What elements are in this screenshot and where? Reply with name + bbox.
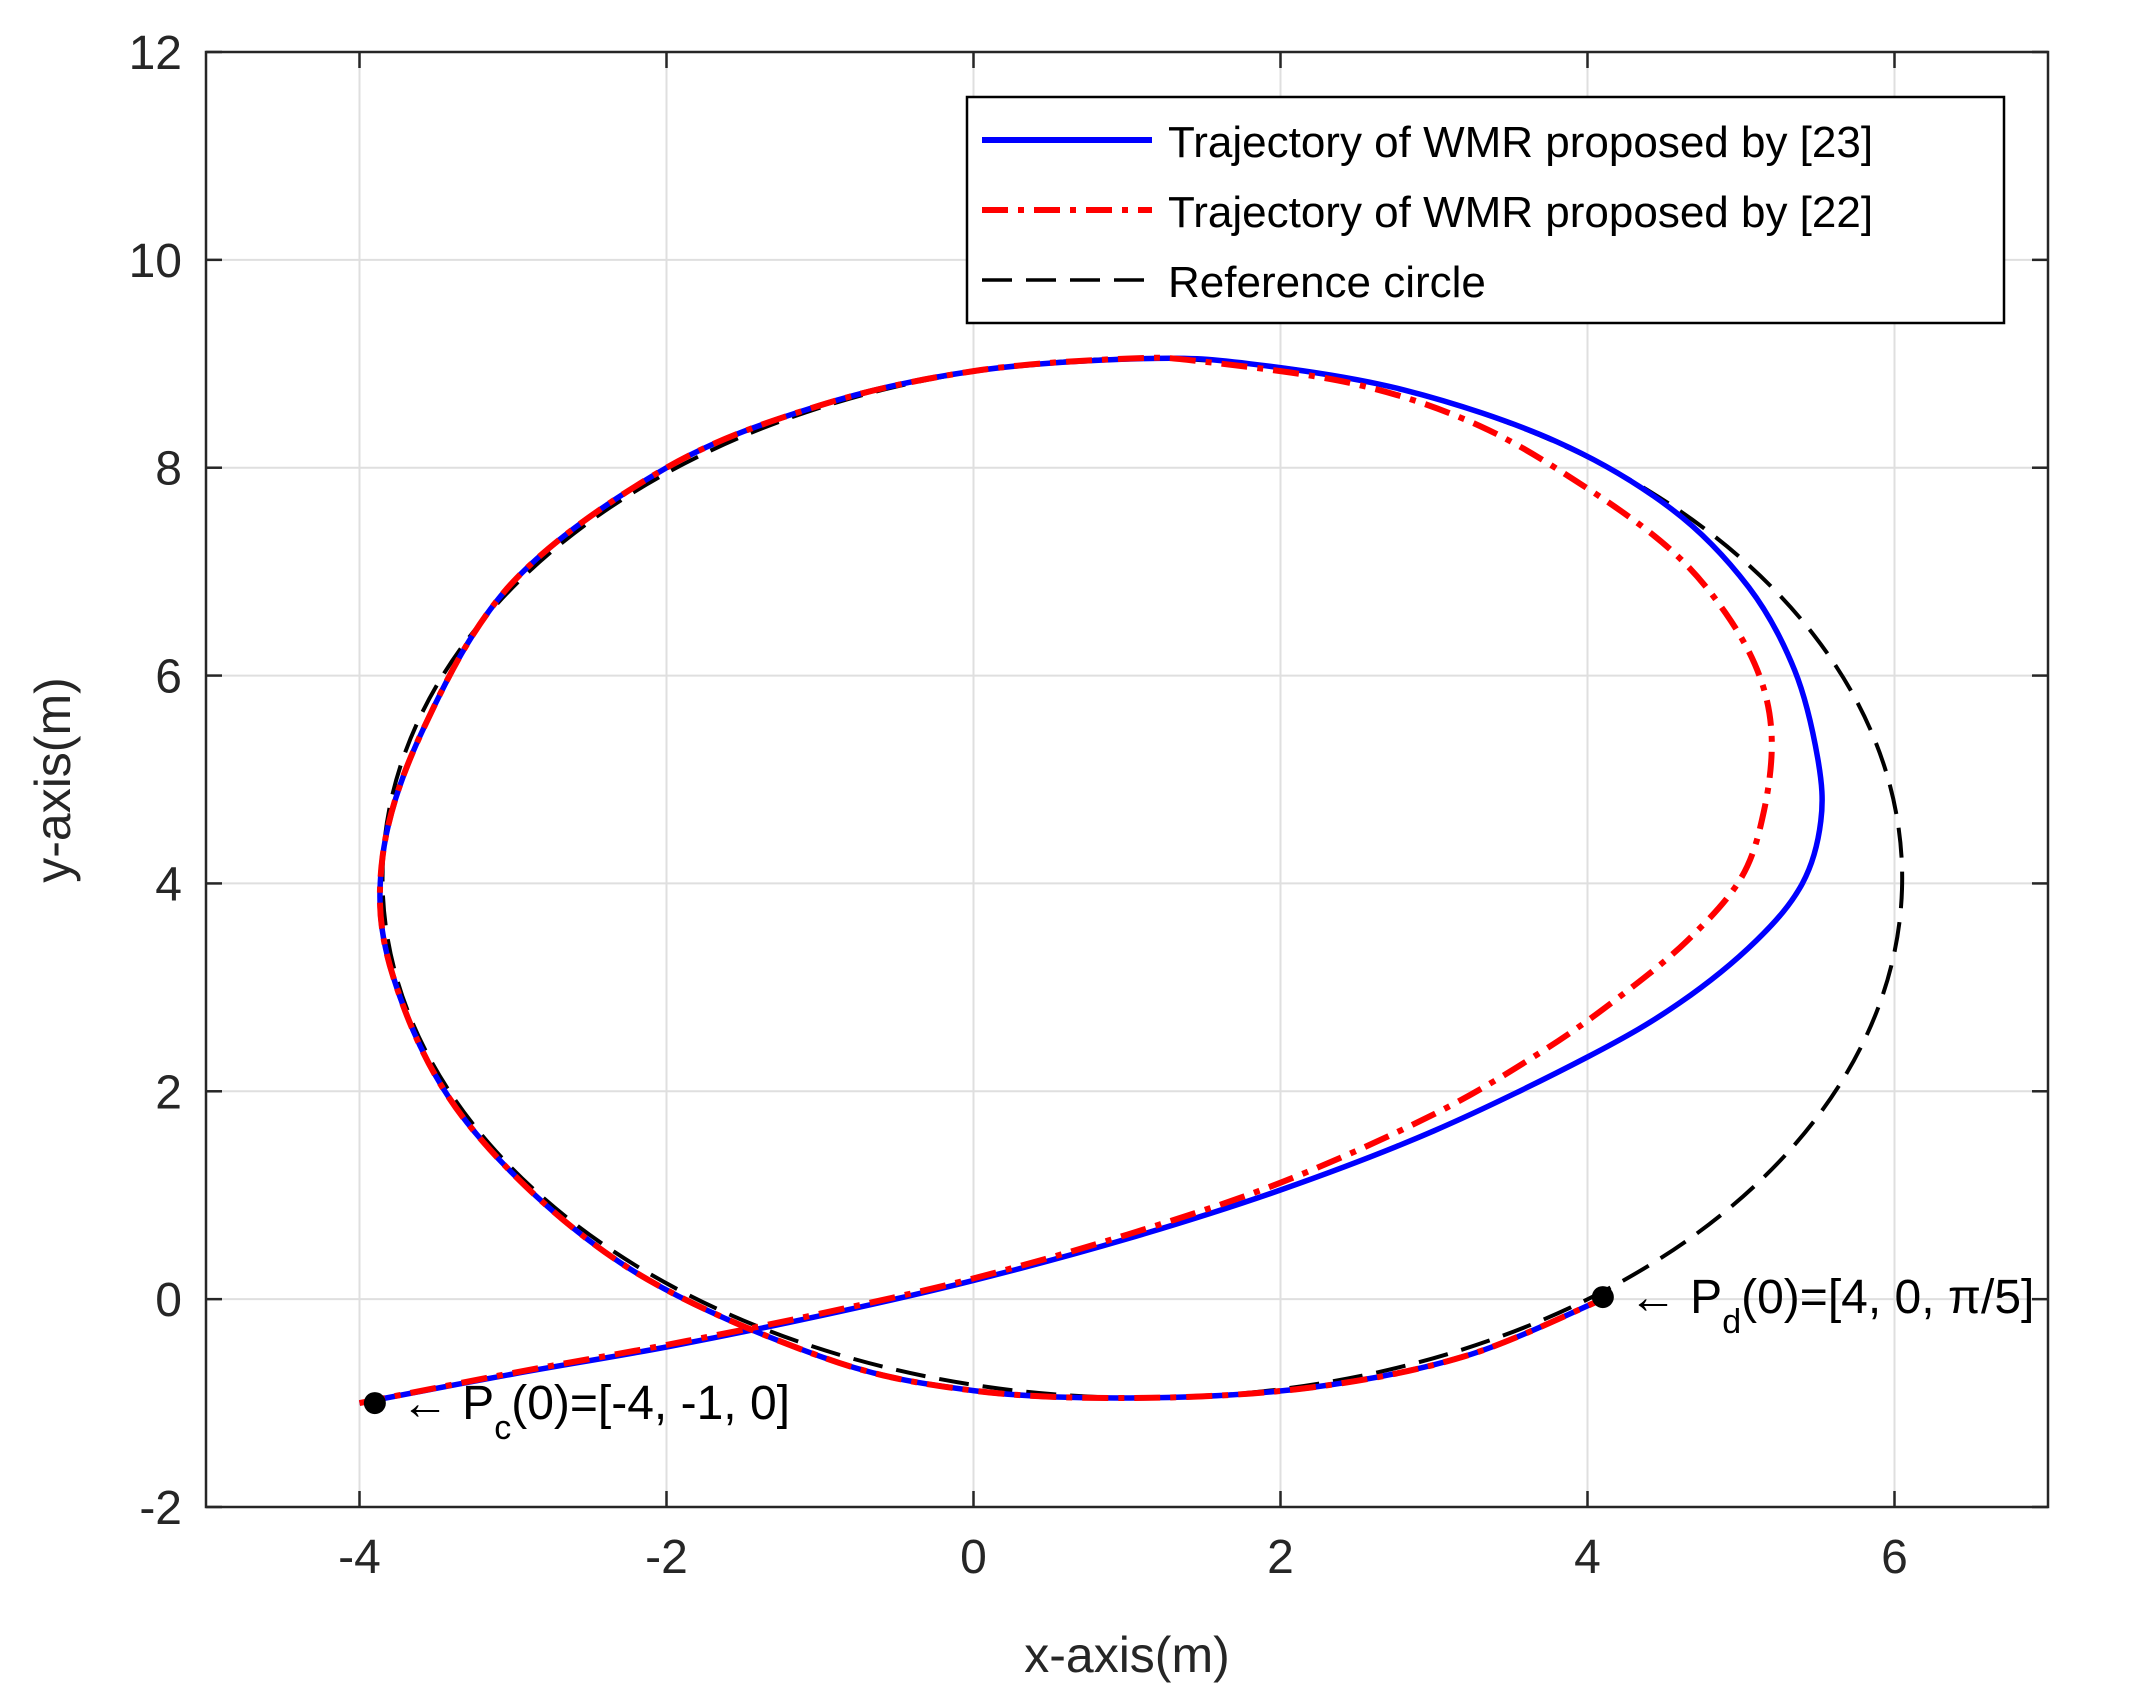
markers-layer: ← Pc(0)=[-4, -1, 0]← Pd(0)=[4, 0, π/5] [363, 1271, 2035, 1447]
annotation-main: ← P [401, 1377, 494, 1430]
y-tick-label: 2 [155, 1066, 182, 1119]
x-tick-label: 2 [1267, 1531, 1294, 1584]
annotation-subscript: d [1722, 1303, 1741, 1341]
y-tick-label: 10 [129, 235, 182, 288]
y-tick-label: 4 [155, 858, 182, 911]
legend-label-23: Trajectory of WMR proposed by [23] [1168, 118, 1873, 167]
x-axis-label: x-axis(m) [1024, 1627, 1230, 1683]
annotation-rest: (0)=[-4, -1, 0] [511, 1377, 790, 1430]
y-axis-label: y-axis(m) [25, 677, 81, 883]
axes-frame [204, 50, 2050, 1509]
y-tick-label: 8 [155, 443, 182, 496]
legend: Trajectory of WMR proposed by [23] Traje… [965, 95, 2006, 325]
x-tick-label: 4 [1574, 1531, 1601, 1584]
x-tick-label: 0 [960, 1531, 987, 1584]
annotation-rest: (0)=[4, 0, π/5] [1741, 1271, 2034, 1324]
marker-annotation: ← Pc(0)=[-4, -1, 0] [401, 1377, 790, 1447]
y-tick-label: 0 [155, 1274, 182, 1327]
marker-point [363, 1392, 386, 1415]
marker-point [1591, 1286, 1614, 1309]
marker-annotation: ← Pd(0)=[4, 0, π/5] [1629, 1271, 2035, 1341]
annotation-subscript: c [494, 1409, 511, 1447]
x-tick-label: -2 [645, 1531, 688, 1584]
legend-label-22: Trajectory of WMR proposed by [22] [1168, 188, 1873, 237]
x-tick-label: 6 [1881, 1531, 1908, 1584]
annotation-main: ← P [1629, 1271, 1722, 1324]
legend-label-ref: Reference circle [1168, 258, 1486, 307]
x-tick-label: -4 [338, 1531, 381, 1584]
series-layer [358, 354, 1905, 1407]
series-trajectory-22 [358, 354, 1775, 1407]
y-tick-label: 6 [155, 651, 182, 704]
y-tick-label: 12 [129, 27, 182, 80]
ticks: -4 -2 0 2 4 6 -2 0 2 4 6 8 10 12 [129, 27, 2048, 1584]
y-tick-label: -2 [139, 1482, 182, 1535]
